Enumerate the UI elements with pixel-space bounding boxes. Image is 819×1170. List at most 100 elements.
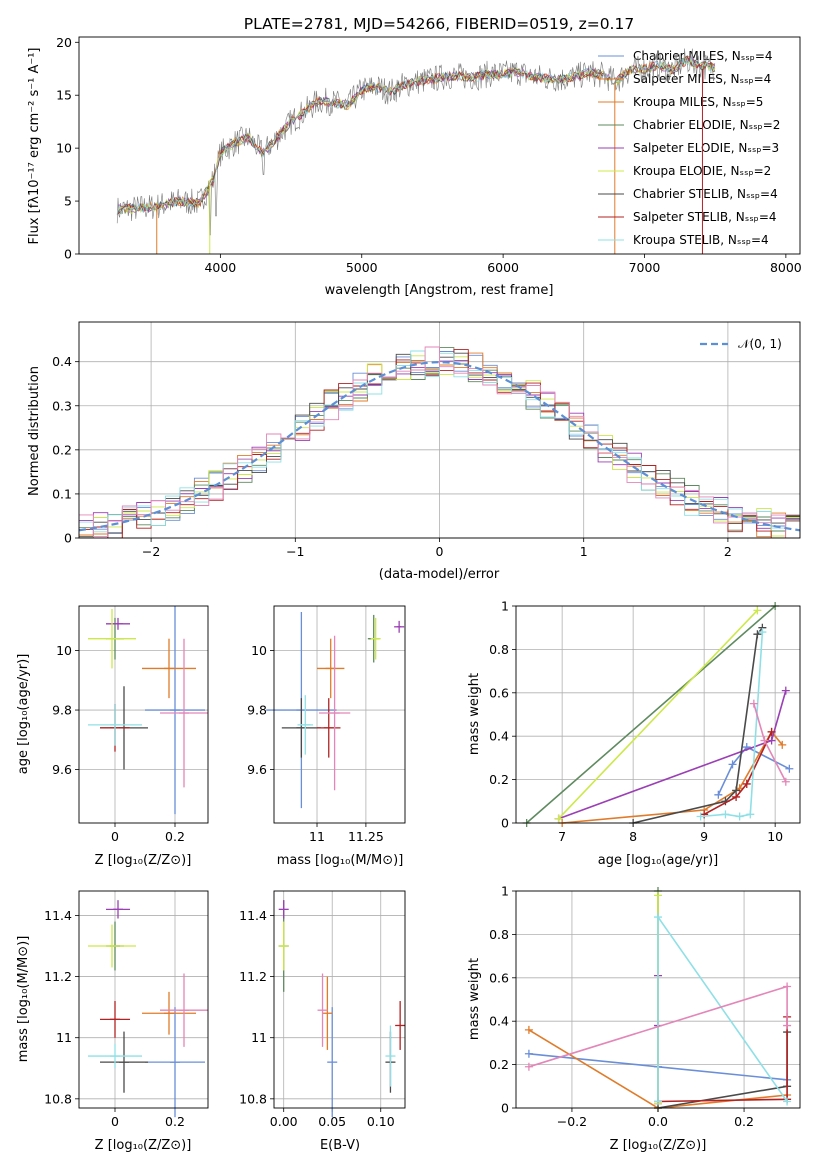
x-tick-label: 0.00 <box>270 1114 298 1129</box>
weight-series <box>700 727 776 819</box>
legend-entry-label: Salpeter ELODIE, Nₛₛₚ=3 <box>633 141 779 155</box>
data-point <box>142 638 196 699</box>
panel-axes <box>512 890 800 1112</box>
weight-marker <box>781 777 790 786</box>
weight-series <box>696 628 767 821</box>
axes-frame <box>515 890 801 1109</box>
y-tick-label: 0.6 <box>489 970 509 985</box>
figure-title: PLATE=2781, MJD=54266, FIBERID=0519, z=0… <box>244 15 634 33</box>
weight-marker <box>524 1049 533 1058</box>
y-tick-label: 5 <box>64 194 72 209</box>
data-point <box>385 1025 396 1087</box>
y-tick-label: 0.2 <box>489 772 509 787</box>
spectrum-ylabel: Flux [fλ10⁻¹⁷ erg cm⁻² s⁻¹ A⁻¹] <box>27 48 42 245</box>
x-tick-label: 0 <box>111 1114 119 1129</box>
weight-marker <box>746 810 755 819</box>
x-tick-label: 1 <box>580 544 588 559</box>
x-tick-label: 7 <box>558 829 566 844</box>
weight-line <box>703 731 773 816</box>
y-tick-label: 10 <box>56 643 72 658</box>
y-tick-label: 0 <box>501 816 509 831</box>
y-tick-label: 0.4 <box>489 729 509 744</box>
x-tick-label: 8 <box>629 829 637 844</box>
y-tick-label: 1 <box>501 599 509 614</box>
weight-line <box>717 745 790 796</box>
weight-marker <box>758 628 767 637</box>
data-point <box>160 973 208 1047</box>
x-tick-label: 6000 <box>487 260 519 275</box>
age-mass-xlabel: mass [log₁₀(M/M⊙)] <box>277 853 404 868</box>
data-point <box>145 606 205 815</box>
weight-marker <box>654 913 662 922</box>
x-tick-label: 9 <box>700 829 708 844</box>
x-tick-label: 4000 <box>204 260 236 275</box>
weight-marker <box>785 764 794 773</box>
data-point <box>327 1007 338 1118</box>
y-tick-label: 1 <box>501 884 509 899</box>
data-point <box>100 1031 148 1093</box>
legend-entry-label: Chabrier ELODIE, Nₛₛₚ=2 <box>633 118 780 132</box>
data-point <box>394 620 405 633</box>
y-tick-label: 10 <box>56 141 72 156</box>
x-tick-label: 0.0 <box>648 1114 668 1129</box>
data-point <box>106 900 130 919</box>
weight-marker <box>554 814 563 823</box>
y-tick-label: 0 <box>64 247 72 262</box>
weight-series <box>749 699 790 786</box>
y-tick-label: 0.3 <box>52 398 72 413</box>
weight-marker <box>654 891 662 900</box>
weight-age-ylabel: mass weight <box>467 673 482 755</box>
x-tick-label: −2 <box>142 544 160 559</box>
y-tick-label: 20 <box>56 35 72 50</box>
x-tick-label: 0.2 <box>734 1114 754 1129</box>
y-tick-label: 9.8 <box>52 703 72 718</box>
weight-series <box>714 743 794 799</box>
weight-series <box>654 1012 792 1106</box>
data-point <box>318 635 351 791</box>
spectrum-legend: Chabrier MILES, Nₛₛₚ=4 Salpeter MILES, N… <box>633 49 780 247</box>
weight-z-ylabel: mass weight <box>467 958 482 1040</box>
weight-series <box>654 913 792 1106</box>
histogram-series <box>79 346 800 538</box>
data-point <box>88 704 142 746</box>
data-point <box>297 695 314 755</box>
weight-marker <box>742 779 751 788</box>
data-point <box>317 973 328 1047</box>
residual-xlabel: (data-model)/error <box>379 567 500 582</box>
x-tick-label: 0.2 <box>165 829 185 844</box>
age-z-xlabel: Z [log₁₀(Z/Z⊙)] <box>95 853 192 868</box>
y-tick-label: 0.8 <box>489 927 509 942</box>
y-tick-label: 15 <box>56 88 72 103</box>
x-tick-label: 0 <box>436 544 444 559</box>
y-tick-label: 0.1 <box>52 486 72 501</box>
weight-series <box>524 982 792 1071</box>
weight-marker <box>778 740 787 749</box>
x-tick-label: 0.10 <box>367 1114 395 1129</box>
axes-frame <box>78 890 209 1109</box>
data-point <box>100 1001 130 1038</box>
y-tick-label: 9.6 <box>52 762 72 777</box>
axes-frame <box>78 605 209 824</box>
weight-line <box>632 627 764 824</box>
data-point <box>317 638 345 699</box>
data-point <box>142 991 196 1035</box>
data-point <box>88 924 136 968</box>
y-tick-label: 0.4 <box>489 1014 509 1029</box>
data-point <box>88 608 136 669</box>
y-tick-label: 9.8 <box>247 703 267 718</box>
x-tick-label: −0.2 <box>557 1114 587 1129</box>
gaussian-reference-curve <box>78 360 801 532</box>
data-point <box>88 1043 142 1069</box>
y-tick-label: 11.2 <box>44 969 72 984</box>
weight-age-xlabel: age [log₁₀(age/yr)] <box>598 853 719 868</box>
axes-frame <box>515 605 801 824</box>
weight-marker <box>735 812 744 821</box>
weight-marker <box>753 630 762 639</box>
data-point <box>278 900 289 919</box>
data-point <box>370 617 381 660</box>
weight-line <box>558 609 758 820</box>
weight-line <box>526 605 776 824</box>
axes-frame <box>273 605 406 824</box>
